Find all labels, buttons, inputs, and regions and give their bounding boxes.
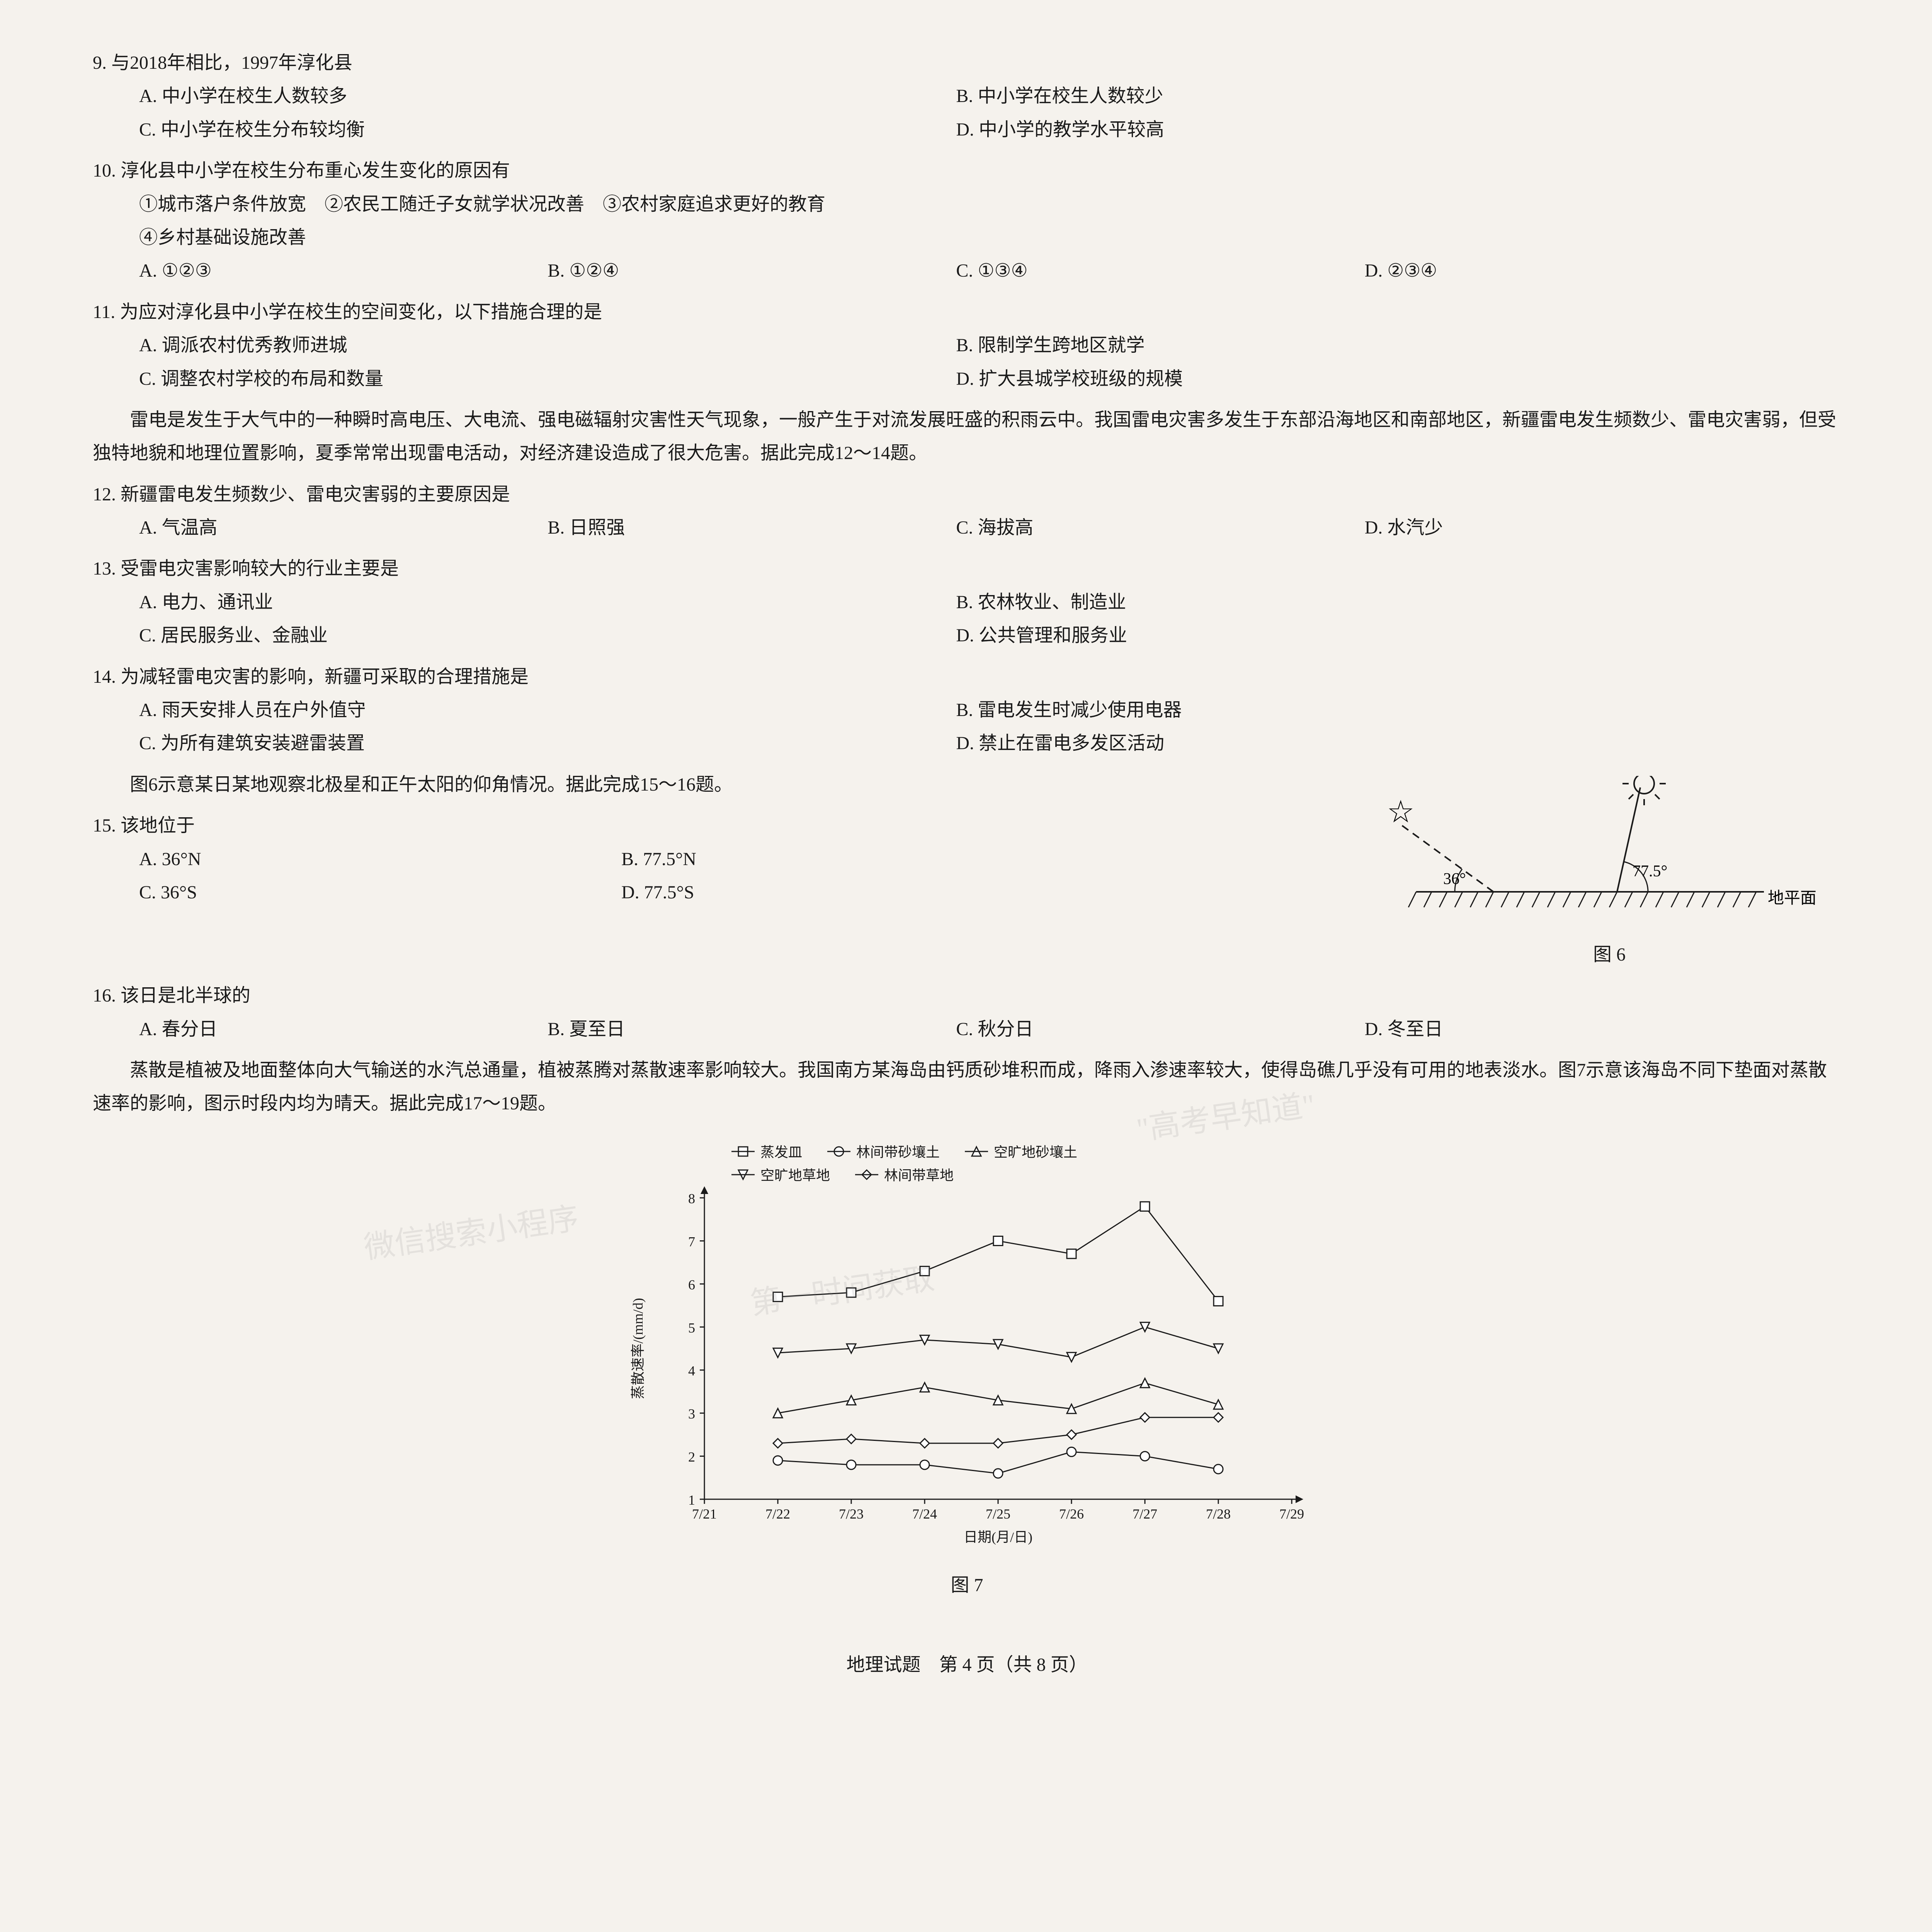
q10-option-d: D. ②③④ <box>1365 254 1773 287</box>
svg-text:蒸发皿: 蒸发皿 <box>760 1145 802 1160</box>
q10-conditions-1: ①城市落户条件放宽 ②农民工随迁子女就学状况改善 ③农村家庭追求更好的教育 <box>139 188 1841 221</box>
q11-option-d: D. 扩大县城学校班级的规模 <box>956 362 1773 396</box>
q13-stem: 13. 受雷电灾害影响较大的行业主要是 <box>93 552 1841 585</box>
q10-option-c: C. ①③④ <box>956 254 1364 287</box>
svg-text:林间带砂壤土: 林间带砂壤土 <box>856 1145 940 1160</box>
q10-stem: 10. 淳化县中小学在校生分布重心发生变化的原因有 <box>93 154 1841 187</box>
q9-stem: 9. 与2018年相比，1997年淳化县 <box>93 46 1841 80</box>
q15-option-d: D. 77.5°S <box>621 876 1104 909</box>
q14-option-a: A. 雨天安排人员在户外值守 <box>139 694 956 727</box>
svg-text:林间带草地: 林间带草地 <box>884 1168 954 1183</box>
star-icon: ☆ <box>1387 795 1415 829</box>
q11-stem: 11. 为应对淳化县中小学在校生的空间变化，以下措施合理的是 <box>93 296 1841 329</box>
svg-text:7/28: 7/28 <box>1206 1506 1230 1522</box>
q9-option-b: B. 中小学在校生人数较少 <box>956 80 1773 113</box>
page-footer: 地理试题 第 4 页（共 8 页） <box>93 1648 1841 1682</box>
fig6-angle2: 77.5° <box>1633 862 1667 880</box>
svg-text:7/21: 7/21 <box>692 1506 716 1522</box>
question-10: 10. 淳化县中小学在校生分布重心发生变化的原因有 ①城市落户条件放宽 ②农民工… <box>93 154 1841 288</box>
svg-text:2: 2 <box>688 1449 695 1464</box>
question-11: 11. 为应对淳化县中小学在校生的空间变化，以下措施合理的是 A. 调派农村优秀… <box>93 296 1841 396</box>
q16-option-a: A. 春分日 <box>139 1013 548 1046</box>
q13-option-d: D. 公共管理和服务业 <box>956 619 1773 652</box>
svg-text:6: 6 <box>688 1277 695 1293</box>
svg-text:7/27: 7/27 <box>1132 1506 1157 1522</box>
q11-option-b: B. 限制学生跨地区就学 <box>956 329 1773 362</box>
q16-option-c: C. 秋分日 <box>956 1013 1364 1046</box>
watermark: 微信搜索小程序 <box>361 1191 583 1276</box>
svg-text:日期(月/日): 日期(月/日) <box>964 1529 1032 1545</box>
question-14: 14. 为减轻雷电灾害的影响，新疆可采取的合理措施是 A. 雨天安排人员在户外值… <box>93 660 1841 760</box>
fig6-angle1: 36° <box>1443 870 1466 888</box>
q10-option-a: A. ①②③ <box>139 254 548 287</box>
q12-option-c: C. 海拔高 <box>956 511 1364 544</box>
fig7-svg: 1 2 3 4 5 6 7 8 7/21 7/22 7/23 7/24 7/25 7/26 7/27 7/28… <box>619 1136 1315 1561</box>
svg-text:3: 3 <box>688 1406 695 1422</box>
q12-stem: 12. 新疆雷电发生频数少、雷电灾害弱的主要原因是 <box>93 478 1841 511</box>
svg-text:5: 5 <box>688 1320 695 1335</box>
question-16: 16. 该日是北半球的 A. 春分日 B. 夏至日 C. 秋分日 D. 冬至日 <box>93 979 1841 1046</box>
question-9: 9. 与2018年相比，1997年淳化县 A. 中小学在校生人数较多 B. 中小… <box>93 46 1841 146</box>
exam-page: 9. 与2018年相比，1997年淳化县 A. 中小学在校生人数较多 B. 中小… <box>93 46 1841 1682</box>
svg-text:7/25: 7/25 <box>985 1506 1010 1522</box>
q12-option-d: D. 水汽少 <box>1365 511 1773 544</box>
q16-option-b: B. 夏至日 <box>548 1013 956 1046</box>
q9-option-d: D. 中小学的教学水平较高 <box>956 113 1773 146</box>
q13-option-c: C. 居民服务业、金融业 <box>139 619 956 652</box>
passage-17-19: 蒸散是植被及地面整体向大气输送的水汽总通量，植被蒸腾对蒸散速率影响较大。我国南方… <box>93 1054 1841 1121</box>
q10-option-b: B. ①②④ <box>548 254 956 287</box>
q11-option-a: A. 调派农村优秀教师进城 <box>139 329 956 362</box>
q14-option-d: D. 禁止在雷电多发区活动 <box>956 727 1773 760</box>
svg-text:7/22: 7/22 <box>765 1506 790 1522</box>
svg-text:1: 1 <box>688 1492 695 1508</box>
svg-text:7/23: 7/23 <box>838 1506 863 1522</box>
passage-12-14: 雷电是发生于大气中的一种瞬时高电压、大电流、强电磁辐射灾害性天气现象，一般产生于… <box>93 403 1841 470</box>
fig6-ground-label: 地平面 <box>1768 889 1816 907</box>
svg-text:空旷地草地: 空旷地草地 <box>760 1168 830 1183</box>
q14-option-c: C. 为所有建筑安装避雷装置 <box>139 727 956 760</box>
svg-text:7/29: 7/29 <box>1279 1506 1304 1522</box>
q13-option-a: A. 电力、通讯业 <box>139 586 956 619</box>
svg-text:蒸散速率/(mm/d): 蒸散速率/(mm/d) <box>630 1298 646 1399</box>
question-13: 13. 受雷电灾害影响较大的行业主要是 A. 电力、通讯业 B. 农林牧业、制造… <box>93 552 1841 652</box>
q14-option-b: B. 雷电发生时减少使用电器 <box>956 694 1773 727</box>
svg-text:7/24: 7/24 <box>912 1506 937 1522</box>
q11-option-c: C. 调整农村学校的布局和数量 <box>139 362 956 396</box>
q14-stem: 14. 为减轻雷电灾害的影响，新疆可采取的合理措施是 <box>93 660 1841 694</box>
fig7-caption: 图 7 <box>619 1569 1315 1602</box>
fig6-svg: ☆ 36° 77.5° <box>1378 776 1841 930</box>
fig6-caption: 图 6 <box>1378 938 1841 971</box>
figure-7: 1 2 3 4 5 6 7 8 7/21 7/22 7/23 7/24 7/25 7/26 7/27 7/28… <box>619 1136 1315 1602</box>
q16-stem: 16. 该日是北半球的 <box>93 979 1841 1012</box>
svg-text:7: 7 <box>688 1234 695 1249</box>
q15-option-a: A. 36°N <box>139 843 621 876</box>
q13-option-b: B. 农林牧业、制造业 <box>956 586 1773 619</box>
question-12: 12. 新疆雷电发生频数少、雷电灾害弱的主要原因是 A. 气温高 B. 日照强 … <box>93 478 1841 545</box>
svg-text:7/26: 7/26 <box>1059 1506 1083 1522</box>
q10-conditions-2: ④乡村基础设施改善 <box>139 221 1841 254</box>
q16-option-d: D. 冬至日 <box>1365 1013 1773 1046</box>
q12-option-a: A. 气温高 <box>139 511 548 544</box>
q9-option-a: A. 中小学在校生人数较多 <box>139 80 956 113</box>
q12-option-b: B. 日照强 <box>548 511 956 544</box>
q15-option-b: B. 77.5°N <box>621 843 1104 876</box>
svg-text:空旷地砂壤土: 空旷地砂壤土 <box>994 1145 1077 1160</box>
svg-text:8: 8 <box>688 1191 695 1206</box>
svg-text:4: 4 <box>688 1363 695 1378</box>
q9-option-c: C. 中小学在校生分布较均衡 <box>139 113 956 146</box>
figure-6: ☆ 36° 77.5° <box>1378 776 1841 971</box>
q15-option-c: C. 36°S <box>139 876 621 909</box>
sun-icon <box>1622 776 1666 805</box>
